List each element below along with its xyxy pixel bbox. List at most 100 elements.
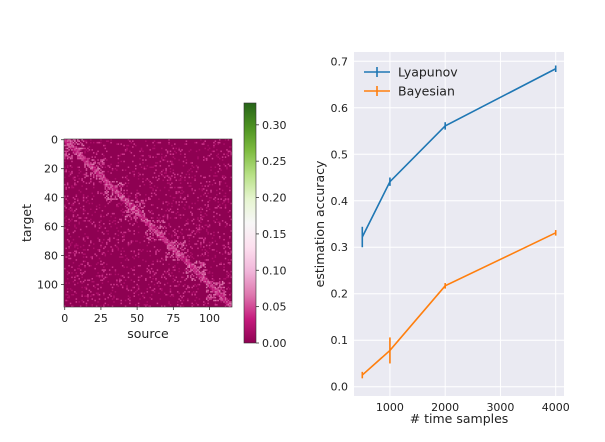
heatmap-cell <box>90 163 92 166</box>
heatmap-cell <box>150 267 153 270</box>
heatmap-cell <box>182 249 185 251</box>
heatmap-cell <box>230 304 233 306</box>
heatmap-cell <box>227 302 230 305</box>
heatmap-cell <box>104 205 107 208</box>
heatmap-cell <box>79 207 82 209</box>
heatmap-cell <box>153 238 156 241</box>
heatmap-cell <box>82 157 85 160</box>
heatmap-cell <box>71 209 73 212</box>
heatmap-cell <box>88 166 91 169</box>
heatmap-cell <box>179 241 182 244</box>
heatmap-cell <box>187 269 189 271</box>
heatmap-cell <box>172 259 175 261</box>
heatmap-cell <box>110 253 112 255</box>
heatmap-cell <box>213 146 215 148</box>
heatmap-cell <box>169 170 172 173</box>
heatmap-cell <box>178 292 180 295</box>
heatmap-cell <box>85 188 88 190</box>
heatmap-cell <box>101 279 104 281</box>
heatmap-cell <box>190 266 192 268</box>
heatmap-cell <box>168 263 170 266</box>
heatmap-cell <box>156 249 159 251</box>
heatmap-cell <box>227 243 230 245</box>
heatmap-cell <box>172 251 175 254</box>
heatmap-cell <box>107 170 109 173</box>
heatmap-cell <box>172 269 175 271</box>
heatmap-cell <box>100 173 102 176</box>
heatmap-cell <box>132 240 134 242</box>
heatmap-cell <box>166 270 169 273</box>
heatmap-cell <box>114 273 117 276</box>
heatmap-cell <box>185 201 188 203</box>
heatmap-cell <box>100 178 102 180</box>
heatmap-cell <box>143 214 146 216</box>
heatmap-cell <box>95 167 98 170</box>
heatmap-cell <box>152 217 154 219</box>
heatmap-cell <box>203 273 205 276</box>
heatmap-cell <box>121 176 124 179</box>
heatmap-cell <box>84 260 86 263</box>
heatmap-cell <box>139 157 141 160</box>
heatmap-cell <box>79 154 82 157</box>
heatmap-cell <box>229 263 231 266</box>
heatmap-cell <box>207 279 209 281</box>
heatmap-cell <box>75 208 78 211</box>
line-x-tick-label: 4000 <box>542 401 570 414</box>
heatmap-cell <box>95 172 98 174</box>
heatmap-cell <box>133 269 136 271</box>
heatmap-cell <box>211 237 214 239</box>
heatmap-cell <box>114 195 117 197</box>
heatmap-cell <box>107 233 109 235</box>
heatmap-cell <box>139 211 141 213</box>
heatmap-cell <box>218 204 221 206</box>
heatmap-cell <box>78 152 80 154</box>
heatmap-cell <box>227 262 230 264</box>
heatmap-cell <box>69 236 72 238</box>
heatmap-cell <box>176 173 179 176</box>
heatmap-cell <box>145 198 147 200</box>
heatmap-cell <box>165 254 167 257</box>
heatmap-cell <box>91 223 94 225</box>
heatmap-cell <box>165 243 167 245</box>
heatmap-cell <box>129 208 131 211</box>
heatmap-cell <box>182 244 185 247</box>
line-y-tick-label: 0.2 <box>331 288 349 301</box>
heatmap-cell <box>214 221 217 224</box>
heatmap-cell <box>168 253 170 255</box>
heatmap-cell <box>184 224 186 226</box>
heatmap-cell <box>190 267 192 270</box>
heatmap-cell <box>85 182 88 184</box>
heatmap-cell <box>77 267 79 270</box>
heatmap-cell <box>66 166 69 169</box>
heatmap-cell <box>169 217 172 219</box>
heatmap-cell <box>187 272 189 274</box>
heatmap-cell <box>117 154 120 157</box>
heatmap-cell <box>72 176 75 179</box>
colorbar: 0.000.050.100.150.200.250.30 <box>243 102 287 350</box>
heatmap-cell <box>91 166 94 169</box>
heatmap-cell <box>210 169 212 171</box>
colorbar-tick-label: 0.10 <box>262 264 287 277</box>
heatmap-cell <box>187 250 189 253</box>
heatmap-cell <box>68 221 70 224</box>
heatmap-cell <box>213 279 215 281</box>
heatmap-cell <box>163 276 166 279</box>
heatmap-cell <box>188 185 191 187</box>
heatmap-cell <box>139 163 141 166</box>
heatmap-cell <box>92 162 95 164</box>
heatmap-cell <box>150 217 153 219</box>
heatmap-cell <box>137 256 140 258</box>
heatmap-cell <box>139 150 141 153</box>
heatmap-cell <box>113 191 115 193</box>
heatmap-cell <box>137 211 140 213</box>
heatmap-cell <box>91 198 94 200</box>
heatmap-cell <box>203 278 205 280</box>
heatmap-cell <box>187 275 189 277</box>
heatmap-cell <box>106 276 108 279</box>
heatmap-cell <box>130 217 133 219</box>
heatmap-cell <box>136 283 138 286</box>
heatmap-cell <box>200 272 202 274</box>
heatmap-cell <box>176 262 179 264</box>
heatmap-cell <box>198 188 201 190</box>
